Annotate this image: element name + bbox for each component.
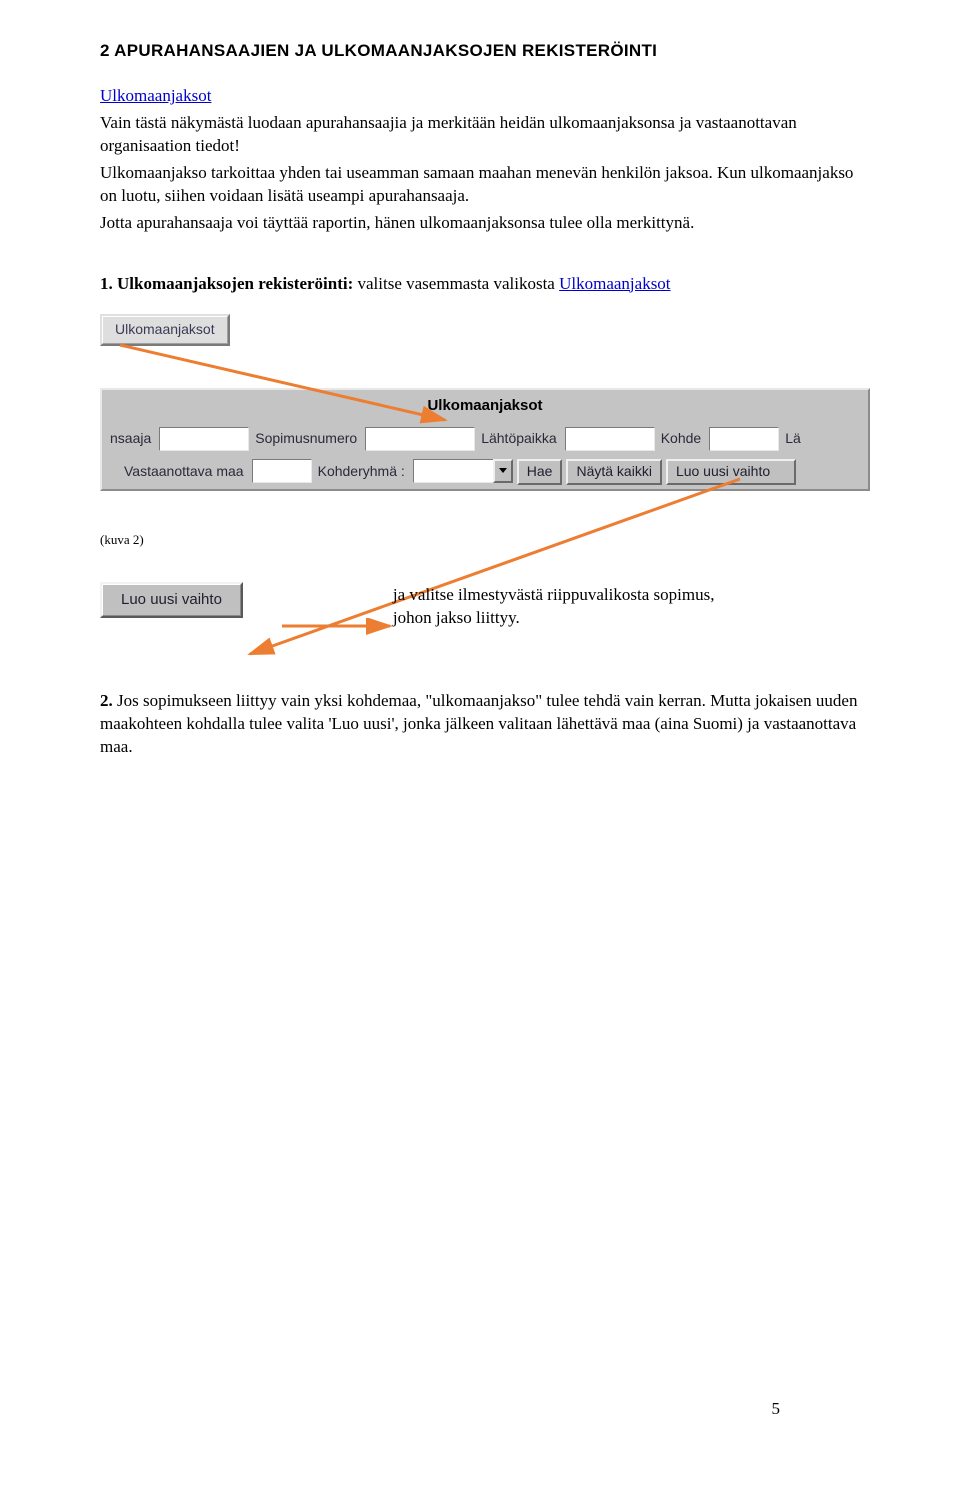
label-lahtopaikka: Lähtöpaikka — [479, 427, 561, 451]
step-1-rest: valitse vasemmasta valikosta — [353, 274, 559, 293]
input-saaja[interactable] — [159, 427, 249, 451]
step-1-link[interactable]: Ulkomaanjaksot — [559, 274, 670, 293]
input-vastaanottava-maa[interactable] — [252, 459, 312, 483]
toolbar-row-1: nsaaja Sopimusnumero Lähtöpaikka Kohde L… — [102, 423, 868, 455]
step-2-text: Jos sopimukseen liittyy vain yksi kohdem… — [100, 691, 857, 756]
toolbar-screenshot: Ulkomaanjaksot nsaaja Sopimusnumero Läht… — [100, 388, 870, 490]
luo-uusi-vaihto-button[interactable]: Luo uusi vaihto — [102, 584, 241, 616]
label-kohderyhma: Kohderyhmä : — [316, 459, 409, 485]
mini-button-frame: Ulkomaanjaksot — [100, 314, 230, 347]
section-heading: 2 APURAHANSAAJIEN JA ULKOMAANJAKSOJEN RE… — [100, 40, 870, 63]
label-la: Lä — [783, 427, 805, 451]
page-number: 5 — [772, 1398, 781, 1421]
intro-link-line: Ulkomaanjaksot — [100, 85, 870, 108]
step-1-bold: Ulkomaanjaksojen rekisteröinti: — [113, 274, 354, 293]
label-sopimusnumero: Sopimusnumero — [253, 427, 361, 451]
intro-p2: Ulkomaanjakso tarkoittaa yhden tai useam… — [100, 162, 870, 208]
step-2-number: 2. — [100, 691, 113, 710]
input-sopimusnumero[interactable] — [365, 427, 475, 451]
step-1: 1. Ulkomaanjaksojen rekisteröinti: valit… — [100, 273, 870, 296]
ulkomaanjaksot-mini-button[interactable]: Ulkomaanjaksot — [102, 316, 228, 345]
step-2: 2. Jos sopimukseen liittyy vain yksi koh… — [100, 690, 870, 759]
luo-button-frame: Luo uusi vaihto — [100, 582, 243, 618]
intro-p1: Vain tästä näkymästä luodaan apurahansaa… — [100, 112, 870, 158]
hae-button[interactable]: Hae — [517, 459, 563, 485]
arrow-3 — [280, 618, 400, 638]
chevron-down-icon — [493, 459, 513, 483]
input-kohde[interactable] — [709, 427, 779, 451]
ulkomaanjaksot-link[interactable]: Ulkomaanjaksot — [100, 86, 211, 105]
step2-side-line2: johon jakso liittyy. — [393, 607, 715, 630]
label-saaja: nsaaja — [108, 427, 155, 451]
nayta-kaikki-button[interactable]: Näytä kaikki — [566, 459, 661, 485]
arrow-2 — [240, 469, 760, 669]
label-kohde: Kohde — [659, 427, 705, 451]
intro-p3: Jotta apurahansaaja voi täyttää raportin… — [100, 212, 870, 235]
step2-side-text: ja valitse ilmestyvästä riippuvalikosta … — [393, 582, 715, 630]
luo-uusi-vaihto-button-toolbar[interactable]: Luo uusi vaihto — [666, 459, 796, 485]
toolbar-title: Ulkomaanjaksot — [102, 390, 868, 422]
figure-caption: (kuva 2) — [100, 531, 870, 549]
select-kohderyhma[interactable] — [413, 459, 513, 485]
step2-side-line1: ja valitse ilmestyvästä riippuvalikosta … — [393, 584, 715, 607]
section-number: 2 — [100, 41, 110, 60]
label-vastaanottava-maa: Vastaanottava maa — [108, 459, 248, 485]
step-1-number: 1. — [100, 274, 113, 293]
toolbar-row-2: Vastaanottava maa Kohderyhmä : Hae Näytä… — [102, 455, 868, 489]
section-title-text: APURAHANSAAJIEN JA ULKOMAANJAKSOJEN REKI… — [110, 41, 657, 60]
input-lahtopaikka[interactable] — [565, 427, 655, 451]
